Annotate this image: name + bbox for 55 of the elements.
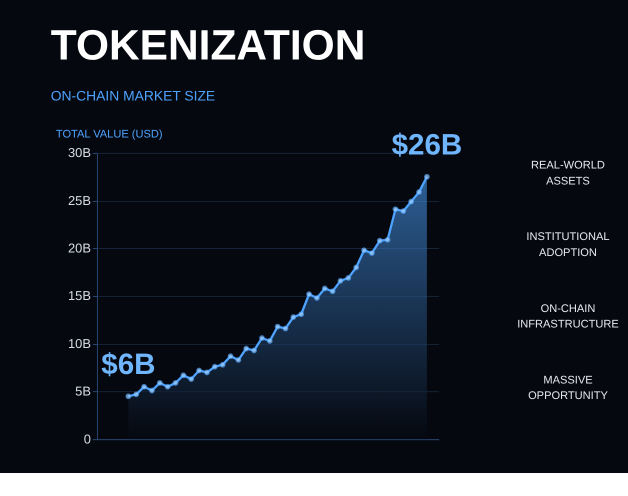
point xyxy=(204,370,210,376)
point xyxy=(416,189,422,195)
y-tick-label: 5B xyxy=(75,384,91,399)
y-tick-label: 15B xyxy=(68,288,91,304)
point xyxy=(235,357,242,363)
point xyxy=(259,335,265,341)
point xyxy=(133,391,140,398)
point xyxy=(322,286,328,292)
point xyxy=(180,372,186,378)
point xyxy=(212,364,218,370)
y-tick-label: 25B xyxy=(68,192,91,208)
point xyxy=(290,314,296,320)
annotation: $26B xyxy=(392,128,462,162)
y-axis-title: TOTAL VALUE (USD) xyxy=(56,128,163,141)
point xyxy=(298,311,304,318)
point xyxy=(125,393,132,400)
y-tick-label: 0 xyxy=(84,431,91,446)
point xyxy=(408,198,414,204)
point xyxy=(361,247,367,254)
point xyxy=(338,278,344,284)
point xyxy=(330,288,336,294)
point xyxy=(376,238,383,244)
point xyxy=(282,326,288,332)
point xyxy=(141,384,148,390)
point xyxy=(306,291,312,298)
text: INSTITUTIONAL ADOPTION xyxy=(526,231,610,259)
annotation: $6B xyxy=(101,348,156,382)
point xyxy=(400,208,406,214)
point xyxy=(172,380,178,386)
point xyxy=(369,250,375,256)
point xyxy=(274,324,281,330)
point xyxy=(266,338,273,344)
point xyxy=(188,376,194,382)
point xyxy=(345,275,352,281)
y-tick-label: 20B xyxy=(68,240,91,256)
point xyxy=(196,368,202,374)
chart-subtitle: ON-CHAIN MARKET SIZE xyxy=(50,87,216,104)
point xyxy=(220,362,226,368)
point xyxy=(228,353,234,360)
text: MASSIVE OPPORTUNITY xyxy=(528,374,608,402)
point xyxy=(251,348,257,354)
text: REAL-WORLD ASSETS xyxy=(531,160,605,188)
y-tick-label: 10B xyxy=(68,336,91,351)
point xyxy=(384,236,391,243)
y-tick-label: 30B xyxy=(68,145,91,160)
point xyxy=(392,206,398,212)
point xyxy=(314,295,320,301)
text: ON-CHAIN INFRASTRUCTURE xyxy=(517,302,619,330)
point xyxy=(353,264,360,270)
chart-title: TOKENIZATION xyxy=(50,22,366,70)
point xyxy=(164,384,171,390)
point xyxy=(156,380,163,386)
point xyxy=(149,388,155,394)
point xyxy=(243,346,250,352)
point xyxy=(424,174,430,180)
